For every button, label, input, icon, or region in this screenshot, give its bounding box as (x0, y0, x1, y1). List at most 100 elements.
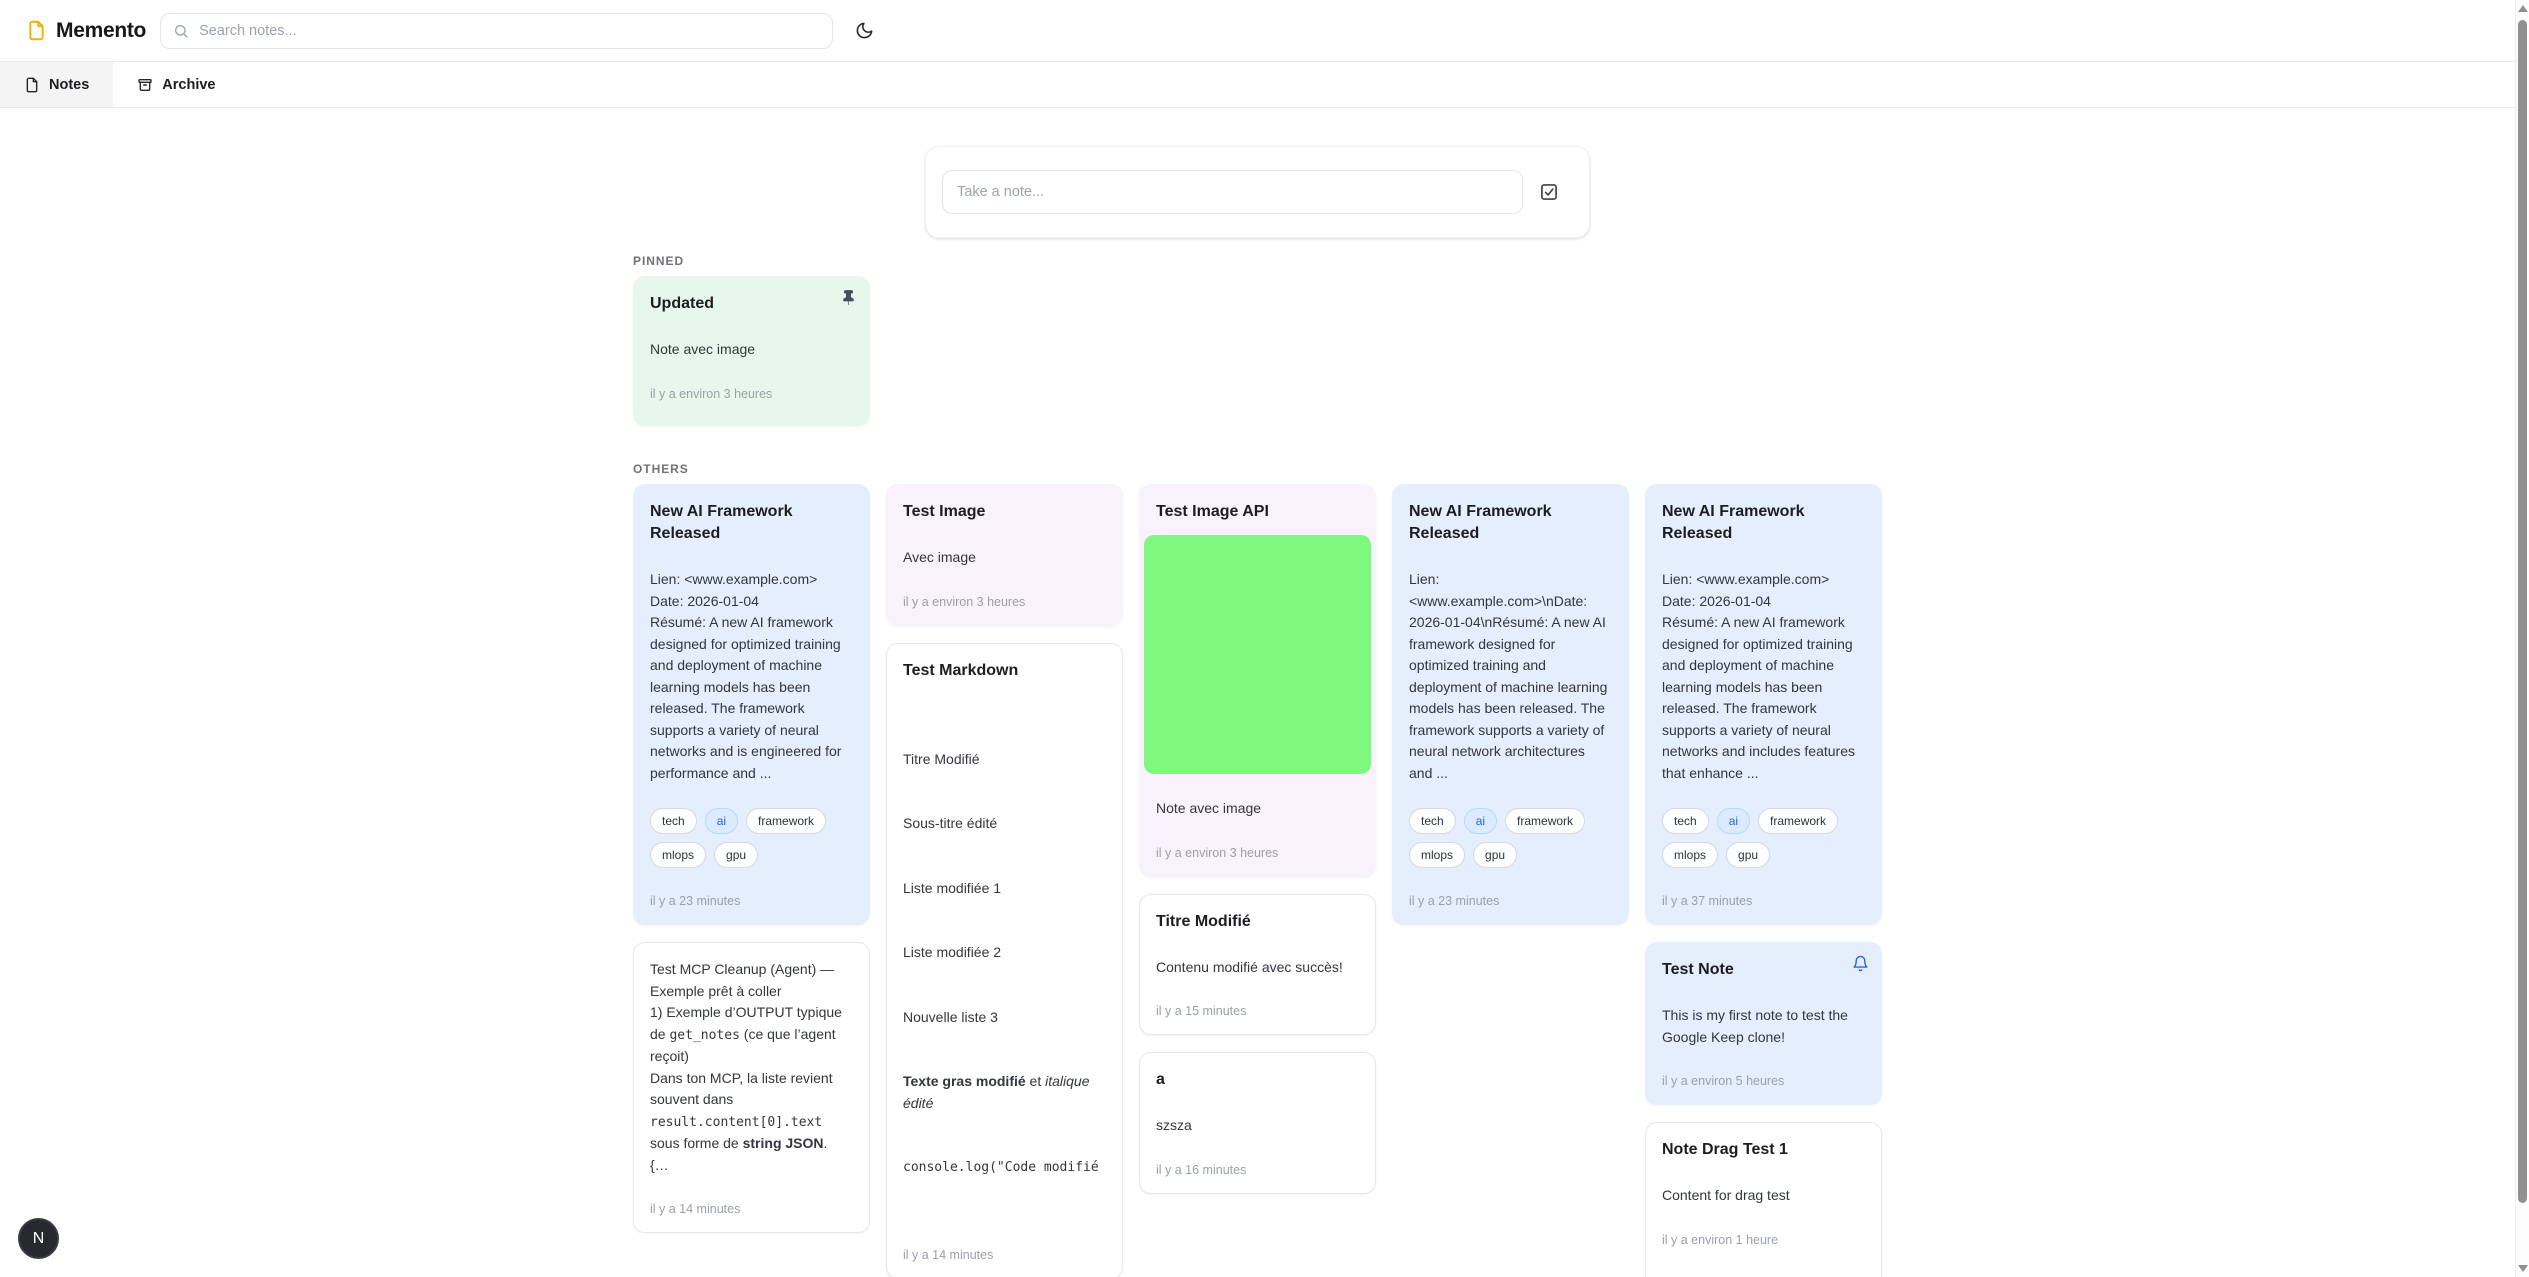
note-card-ai-framework-3[interactable]: New AI Framework Released Lien: <www.exa… (1645, 484, 1882, 925)
note-composer (925, 146, 1590, 238)
note-title: Test Image API (1156, 503, 1269, 520)
pinned-section-label: PINNED (633, 254, 685, 268)
note-image-green (1144, 535, 1371, 774)
tag-chip[interactable]: tech (650, 808, 697, 834)
pin-button[interactable] (840, 289, 857, 306)
note-body: Lien: <www.example.com> Date: 2026-01-04… (650, 571, 842, 781)
tag-chip[interactable]: framework (1758, 808, 1839, 834)
user-avatar[interactable]: N (18, 1218, 59, 1259)
note-body: Lien: <www.example.com>\nDate: 2026-01-0… (1409, 571, 1612, 781)
take-a-note-input[interactable] (942, 170, 1523, 214)
note-body: Avec image (903, 549, 976, 565)
note-body: Content for drag test (1662, 1187, 1790, 1203)
text-segment: sous forme de (650, 1112, 827, 1151)
note-title: Test Markdown (903, 661, 1019, 679)
tag-chip[interactable]: mlops (1409, 842, 1466, 868)
note-card-ai-framework-2[interactable]: New AI Framework Released Lien: <www.exa… (1392, 484, 1629, 925)
pin-icon (840, 289, 857, 306)
note-timestamp: il y a 23 minutes (650, 894, 741, 908)
tag-chip[interactable]: framework (1505, 808, 1586, 834)
note-title: Test Note (1662, 961, 1734, 978)
board-column: New AI Framework Released Lien: <www.exa… (1392, 484, 1629, 925)
note-timestamp: il y a environ 5 heures (1662, 1074, 1785, 1088)
tab-archive[interactable]: Archive (113, 62, 239, 107)
board-column: New AI Framework Released Lien: <www.exa… (1645, 484, 1882, 1277)
note-card-test-markdown[interactable]: Test Markdown Titre Modifié Sous-titre é… (886, 642, 1123, 1277)
code-segment: console.log("Code modifié avec succès"); (903, 1160, 1106, 1175)
archive-icon (137, 77, 153, 93)
text-segment: . {… (650, 1135, 828, 1173)
bold-segment: Texte gras modifié (903, 1073, 1026, 1089)
tag-list: tech ai framework mlops gpu (1409, 808, 1612, 868)
note-timestamp: il y a 37 minutes (1662, 894, 1753, 908)
scrollbar-thumb[interactable] (2518, 20, 2527, 1203)
board-column: New AI Framework Released Lien: <www.exa… (633, 484, 870, 1233)
board-column: Test Image Avec image il y a environ 3 h… (886, 484, 1123, 1277)
bold-segment: string JSON (742, 1135, 824, 1151)
note-title: New AI Framework Released (1409, 503, 1552, 542)
vertical-scrollbar[interactable] (2515, 0, 2529, 1277)
note-title: New AI Framework Released (1662, 503, 1805, 542)
tab-bar: Notes Archive (0, 62, 2515, 108)
bell-icon (1852, 955, 1869, 972)
note-card-test-image[interactable]: Test Image Avec image il y a environ 3 h… (886, 484, 1123, 626)
code-segment: get_notes (669, 1027, 740, 1043)
scrollbar-down-arrow[interactable] (2518, 1265, 2528, 1272)
tag-list: tech ai framework mlops gpu (1662, 808, 1865, 868)
tag-chip[interactable]: gpu (714, 842, 759, 868)
note-body: Contenu modifié avec succès! (1156, 958, 1343, 975)
tag-chip[interactable]: mlops (1662, 842, 1719, 868)
note-card-drag-test-1[interactable]: Note Drag Test 1 Content for drag test i… (1645, 1122, 1882, 1277)
tag-chip[interactable]: gpu (1726, 842, 1771, 868)
text-segment: et (1025, 1073, 1046, 1089)
moon-icon (855, 21, 874, 40)
tag-chip-ai[interactable]: ai (1463, 808, 1498, 834)
note-card-updated[interactable]: Updated Note avec image il y a environ 3… (633, 276, 870, 426)
note-body: szsza (1156, 1117, 1192, 1133)
note-card-test-image-api[interactable]: Test Image API Note avec image il y a en… (1139, 484, 1376, 877)
notes-file-icon (24, 77, 40, 93)
tag-list: tech ai framework mlops gpu (650, 808, 853, 868)
checklist-button[interactable] (1539, 182, 1559, 202)
tag-chip[interactable]: framework (746, 808, 827, 834)
app-header: Memento (0, 0, 2515, 62)
tag-chip[interactable]: gpu (1473, 842, 1518, 868)
tag-chip[interactable]: tech (1409, 808, 1456, 834)
md-line: Titre Modifié (903, 750, 980, 767)
note-title: Updated (650, 295, 714, 312)
board-column: Test Image API Note avec image il y a en… (1139, 484, 1376, 1194)
note-card-titre-modifie[interactable]: Titre Modifié Contenu modifié avec succè… (1139, 893, 1376, 1035)
note-card-ai-framework-1[interactable]: New AI Framework Released Lien: <www.exa… (633, 484, 870, 925)
tag-chip[interactable]: tech (1662, 808, 1709, 834)
memento-logo-icon (26, 20, 47, 41)
note-title: a (1156, 1071, 1165, 1088)
note-timestamp: il y a environ 3 heures (650, 386, 773, 401)
tab-notes[interactable]: Notes (0, 62, 114, 107)
note-card-mcp-cleanup[interactable]: Test MCP Cleanup (Agent) — Exemple prêt … (633, 942, 870, 1233)
note-body: Note avec image (1156, 800, 1262, 816)
italic-segment: italique édité (903, 1073, 1094, 1111)
note-body: Titre Modifié Sous-titre édité Liste mod… (903, 706, 1106, 1222)
pinned-board: Updated Note avec image il y a environ 3… (633, 276, 1882, 426)
others-board: New AI Framework Released Lien: <www.exa… (633, 484, 1882, 1277)
note-timestamp: il y a 23 minutes (1409, 894, 1500, 908)
note-title: Test Image (903, 503, 986, 520)
app-title: Memento (56, 18, 147, 42)
md-line: Liste modifiée 2 (903, 944, 1002, 960)
tag-chip-ai[interactable]: ai (704, 808, 739, 834)
note-timestamp: il y a environ 3 heures (1156, 845, 1279, 860)
note-card-test-note[interactable]: Test Note This is my first note to test … (1645, 942, 1882, 1105)
note-timestamp: il y a environ 3 heures (903, 594, 1026, 609)
search-input[interactable] (199, 22, 821, 39)
scrollbar-up-arrow[interactable] (2518, 5, 2528, 12)
avatar-initial: N (32, 1229, 45, 1247)
note-body: Test MCP Cleanup (Agent) — Exemple prêt … (650, 959, 853, 1176)
tag-chip-ai[interactable]: ai (1716, 808, 1751, 834)
note-card-a[interactable]: a szsza il y a 16 minutes (1139, 1052, 1376, 1194)
reminder-button[interactable] (1852, 955, 1869, 972)
others-section-label: OTHERS (633, 462, 689, 476)
tab-archive-label: Archive (162, 76, 216, 93)
dark-mode-toggle[interactable] (847, 14, 881, 48)
tag-chip[interactable]: mlops (650, 842, 707, 868)
note-title: Titre Modifié (1156, 912, 1251, 930)
